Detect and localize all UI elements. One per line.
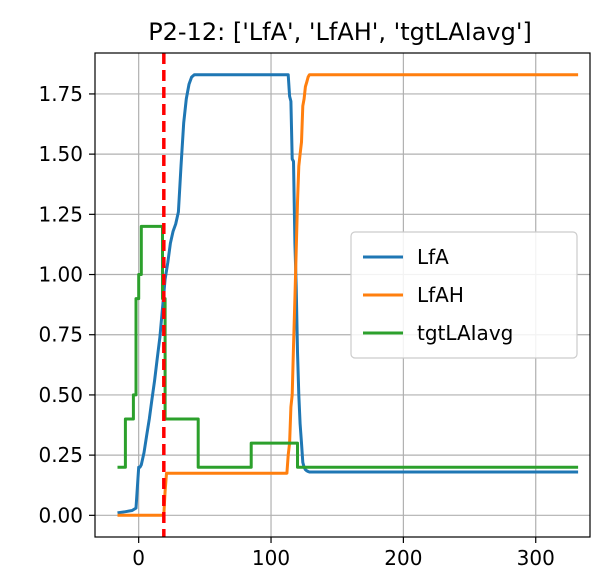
y-tick-label: 1.50 bbox=[38, 142, 83, 166]
x-tick-label: 0 bbox=[132, 546, 145, 570]
y-tick-label: 0.75 bbox=[38, 323, 83, 347]
legend-label-lfa: LfA bbox=[417, 245, 449, 269]
y-tick-label: 0.25 bbox=[38, 443, 83, 467]
series-line-lfah bbox=[117, 73, 579, 517]
legend: LfA LfAH tgtLAIavg bbox=[350, 231, 578, 359]
y-tick-label: 1.75 bbox=[38, 82, 83, 106]
y-tick-label: 0.50 bbox=[38, 383, 83, 407]
legend-label-lfah: LfAH bbox=[417, 283, 464, 307]
ticks: 0 100 200 300 0.00 0.25 0.50 0.75 1.00 1.25 1.50 1.… bbox=[38, 82, 554, 570]
x-tick-label: 100 bbox=[252, 546, 290, 570]
series-line-lfa bbox=[117, 73, 579, 515]
y-tick-label: 1.00 bbox=[38, 263, 83, 287]
y-tick-label: 1.25 bbox=[38, 202, 83, 226]
x-tick-label: 300 bbox=[517, 546, 555, 570]
y-tick-label: 0.00 bbox=[38, 503, 83, 527]
x-tick-label: 200 bbox=[384, 546, 422, 570]
legend-box bbox=[350, 231, 578, 359]
plot-frame bbox=[94, 52, 591, 538]
legend-label-tgtlaiavg: tgtLAIavg bbox=[417, 321, 513, 345]
chart-title: P2-12: ['LfA', 'LfAH', 'tgtLAIavg'] bbox=[148, 18, 532, 46]
